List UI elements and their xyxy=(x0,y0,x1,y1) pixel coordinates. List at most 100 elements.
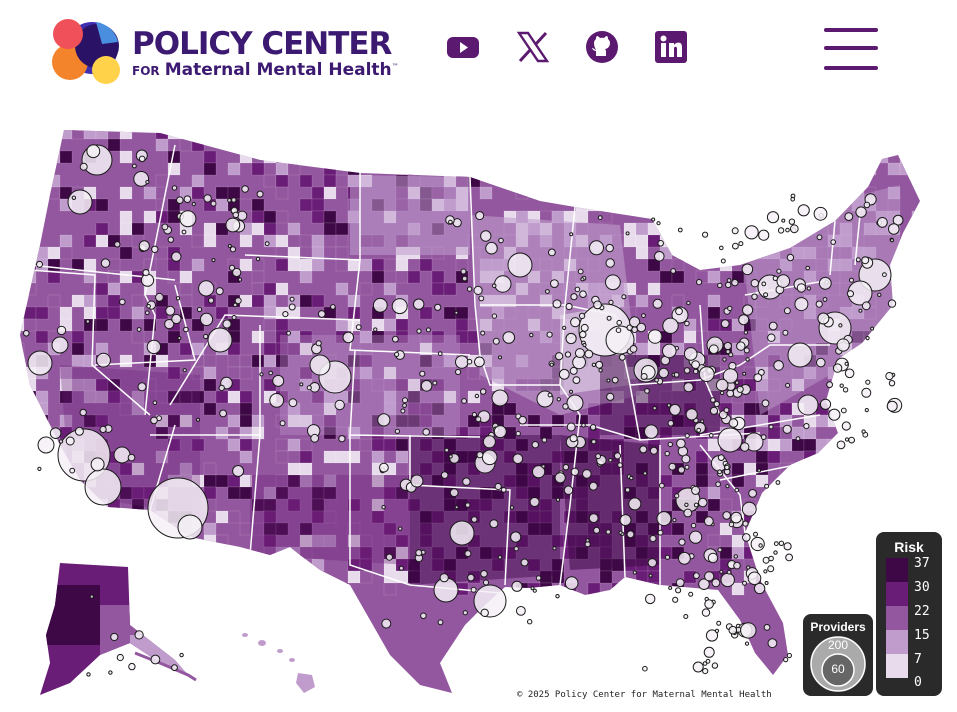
provider-bubble xyxy=(580,323,589,332)
provider-bubble xyxy=(394,428,400,434)
provider-bubble xyxy=(768,555,774,562)
provider-bubble xyxy=(815,300,823,308)
county-cell xyxy=(95,198,109,212)
county-cell xyxy=(395,462,409,476)
provider-bubble xyxy=(741,501,757,517)
provider-bubble xyxy=(518,415,527,425)
github-icon[interactable] xyxy=(585,30,619,64)
provider-bubble xyxy=(605,274,621,291)
county-cell xyxy=(924,511,936,523)
county-cell xyxy=(779,582,793,596)
provider-bubble xyxy=(605,325,635,355)
provider-bubble xyxy=(816,357,826,368)
county-cell xyxy=(383,282,397,296)
county-cell xyxy=(911,258,920,272)
county-cell xyxy=(263,330,277,344)
provider-bubble xyxy=(552,546,557,551)
provider-bubble xyxy=(654,251,665,262)
provider-bubble xyxy=(448,219,453,225)
county-cell xyxy=(671,270,685,284)
risk-tick-30: 30 xyxy=(914,580,930,595)
provider-bubble xyxy=(647,558,657,568)
copyright-text: © 2025 Policy Center for Maternal Mental… xyxy=(517,690,772,700)
x-icon[interactable] xyxy=(516,30,550,64)
county-cell xyxy=(251,282,265,296)
county-cell xyxy=(659,162,673,176)
county-cell xyxy=(287,498,301,512)
county-cell xyxy=(119,270,133,284)
providers-legend-circles xyxy=(810,636,866,692)
county-cell xyxy=(887,414,901,428)
county-cell xyxy=(623,234,637,248)
provider-bubble xyxy=(56,325,67,336)
provider-bubble xyxy=(836,440,846,450)
county-cell xyxy=(803,174,817,188)
county-cell xyxy=(20,234,25,248)
provider-bubble xyxy=(855,257,861,263)
county-cell xyxy=(407,570,421,584)
provider-bubble xyxy=(841,421,851,431)
county-cell xyxy=(707,270,721,284)
county-cell xyxy=(899,390,913,404)
county-cell xyxy=(383,130,397,140)
county-cell xyxy=(467,366,481,380)
provider-bubble xyxy=(86,144,101,159)
county-cell xyxy=(227,570,241,584)
provider-bubble xyxy=(516,606,526,616)
county-cell xyxy=(23,522,37,536)
provider-bubble xyxy=(789,224,799,234)
logo[interactable]: POLICY CENTER FOR Maternal Mental Health… xyxy=(52,18,412,88)
county-cell xyxy=(815,558,829,572)
provider-bubble xyxy=(764,581,769,585)
county-cell xyxy=(120,115,132,127)
provider-bubble xyxy=(618,353,626,361)
provider-bubble xyxy=(549,362,554,367)
county-cell xyxy=(20,342,25,356)
county-cell xyxy=(899,354,913,368)
provider-bubble xyxy=(606,378,611,383)
provider-bubble xyxy=(150,416,158,425)
provider-bubble xyxy=(478,295,485,302)
provider-bubble xyxy=(649,534,657,543)
provider-bubble xyxy=(819,398,832,410)
provider-bubble xyxy=(342,331,355,344)
county-cell xyxy=(815,174,829,188)
county-cell xyxy=(395,270,409,284)
provider-bubble xyxy=(37,466,42,471)
provider-bubble xyxy=(286,330,292,336)
county-cell xyxy=(35,306,49,320)
county-cell xyxy=(239,258,253,272)
provider-bubble xyxy=(582,342,587,348)
county-cell xyxy=(419,306,433,320)
county-cell xyxy=(131,294,145,308)
hamburger-menu-icon[interactable] xyxy=(822,26,882,76)
county-cell xyxy=(263,150,277,164)
linkedin-icon[interactable] xyxy=(654,30,688,64)
county-cell xyxy=(203,522,217,536)
provider-bubble xyxy=(656,511,672,527)
county-cell xyxy=(347,258,361,272)
county-cell xyxy=(47,462,61,476)
county-cell xyxy=(20,570,25,584)
provider-bubble xyxy=(377,413,391,427)
provider-bubble xyxy=(639,445,648,454)
youtube-icon[interactable] xyxy=(446,30,480,64)
provider-bubble xyxy=(279,420,286,427)
county-cell xyxy=(755,210,769,224)
risk-tick-37: 37 xyxy=(914,556,930,571)
county-cell xyxy=(191,438,205,452)
provider-bubble xyxy=(731,227,739,235)
provider-bubble xyxy=(128,662,136,671)
county-cell xyxy=(335,234,349,248)
county-cell xyxy=(755,510,769,524)
county-cell xyxy=(179,570,193,584)
county-cell xyxy=(599,174,613,188)
provider-bubble xyxy=(783,657,789,663)
county-cell xyxy=(803,558,817,572)
county-cell xyxy=(95,306,109,320)
provider-bubble xyxy=(681,454,691,464)
provider-bubble xyxy=(116,653,124,662)
provider-bubble xyxy=(510,531,522,543)
county-cell xyxy=(936,511,948,523)
provider-bubble xyxy=(788,218,796,225)
